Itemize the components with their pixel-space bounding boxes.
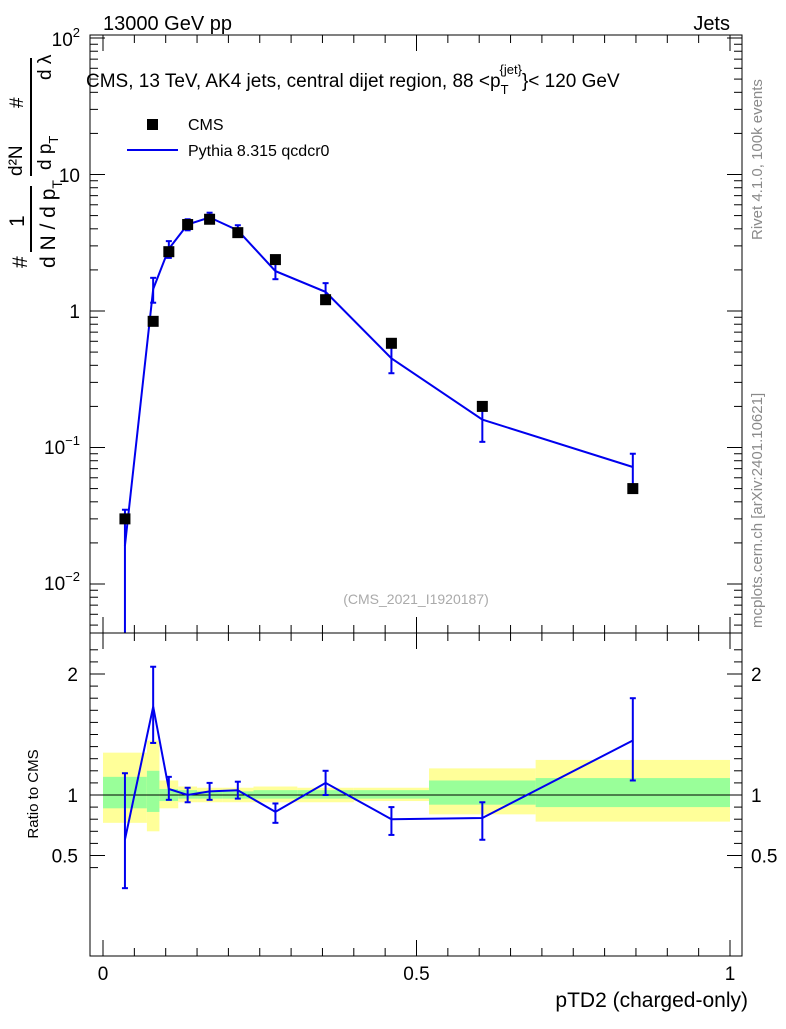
ylabel-den-text: d p [35, 144, 56, 170]
ylabel-hash: # [9, 256, 32, 268]
header-left-label: 13000 GeV pp [103, 13, 232, 35]
ylabel-dN-dp-sub: T [49, 180, 65, 189]
ratio-band-inner [253, 790, 298, 799]
cms-data-point [204, 213, 216, 225]
ylabel-dlambda: d λ [35, 54, 56, 80]
chart-title-pre: CMS, 13 TeV, AK4 jets, central dijet reg… [86, 71, 501, 92]
main-y-axis-label: # 1 d N / d pT # d²N d pT d λ [6, 54, 65, 268]
ratio-band-inner [146, 770, 160, 812]
header-right-label: Jets [693, 13, 730, 35]
ylabel-den-sub: T [46, 136, 61, 144]
mc-series-line [123, 216, 634, 547]
side-label-rivet: Rivet 4.1.0, 100k events [749, 79, 766, 240]
y-tick-label-1e-1: 10−1 [44, 433, 80, 459]
ylabel-dN-dp: d N / d pT [37, 180, 65, 268]
x-axis-label: pTD2 (charged-only) [555, 989, 748, 1012]
cms-data-point [385, 337, 397, 349]
ratio-y-axis-label: Ratio to CMS [25, 749, 42, 838]
legend-cms-label: CMS [188, 117, 224, 134]
cms-data-point [182, 219, 194, 231]
ratio-uncertainty-bands [103, 740, 730, 832]
chart-title-sub: T [501, 82, 509, 97]
chart-title-post: }< 120 GeV [522, 71, 620, 92]
legend-mc-label: Pythia 8.315 qcdcr0 [188, 143, 330, 160]
chart-title: CMS, 13 TeV, AK4 jets, central dijet reg… [86, 62, 620, 97]
cms-data-point [320, 294, 332, 306]
ratio-series-layer [121, 665, 636, 890]
x-tick-label: 1 [725, 964, 736, 985]
ratio-tick-labels: 0.5 0.5 1 1 2 2 0 0.5 1 [52, 665, 778, 985]
cms-data-point [476, 400, 488, 412]
y-tick-label-1e-2: 10−2 [44, 569, 80, 595]
ratio-y-tick-label-right: 2 [751, 665, 762, 686]
main-axis-ticks [90, 35, 742, 633]
ratio-y-tick-label-left: 0.5 [52, 847, 78, 868]
cms-data-point [147, 315, 159, 327]
main-y-tick-labels: 10−2 10−1 1 10 102 [44, 25, 80, 595]
x-tick-label: 0 [98, 964, 109, 985]
ratio-band-inner [353, 790, 430, 799]
cms-data-point [119, 513, 131, 525]
cms-data-point [627, 483, 639, 495]
ratio-band-inner [429, 780, 536, 805]
ylabel-num-hash: # [7, 97, 28, 108]
ylabel-num-d2N: d²N [6, 145, 27, 176]
legend: CMS Pythia 8.315 qcdcr0 [127, 117, 330, 160]
y-tick-label-1e2: 102 [52, 25, 80, 51]
cms-data-point [232, 227, 244, 239]
legend-cms-marker [147, 119, 158, 130]
analysis-id: (CMS_2021_I1920187) [343, 591, 489, 607]
side-label-mcplots: mcplots.cern.ch [arXiv:2401.10621] [749, 393, 766, 628]
ylabel-den: d pT [35, 136, 61, 170]
y-tick-label-10: 10 [59, 166, 80, 187]
main-series-layer [119, 211, 639, 633]
y-tick-label-1: 1 [69, 302, 80, 323]
ratio-y-tick-label-left: 2 [67, 665, 78, 686]
ratio-band-inner [535, 778, 730, 808]
ylabel-one: 1 [6, 215, 29, 227]
ratio-y-tick-label-left: 1 [67, 786, 78, 807]
ratio-axis-ticks [90, 633, 742, 956]
cms-data-point [269, 254, 281, 266]
ratio-plot: Ratio to CMS pTD2 (charged-only) 0.5 0.5 1… [25, 632, 778, 1012]
main-plot: 10−2 10−1 1 10 102 CMS, 13 TeV, AK4 jets… [6, 25, 743, 634]
ratio-y-tick-label-right: 0.5 [751, 847, 777, 868]
ratio-y-tick-label-right: 1 [751, 786, 762, 807]
chart-title-sup: {jet} [500, 62, 523, 77]
cms-data-point [163, 246, 175, 258]
x-tick-label: 0.5 [403, 964, 429, 985]
ylabel-dN-dp-text: d N / d p [37, 189, 60, 268]
